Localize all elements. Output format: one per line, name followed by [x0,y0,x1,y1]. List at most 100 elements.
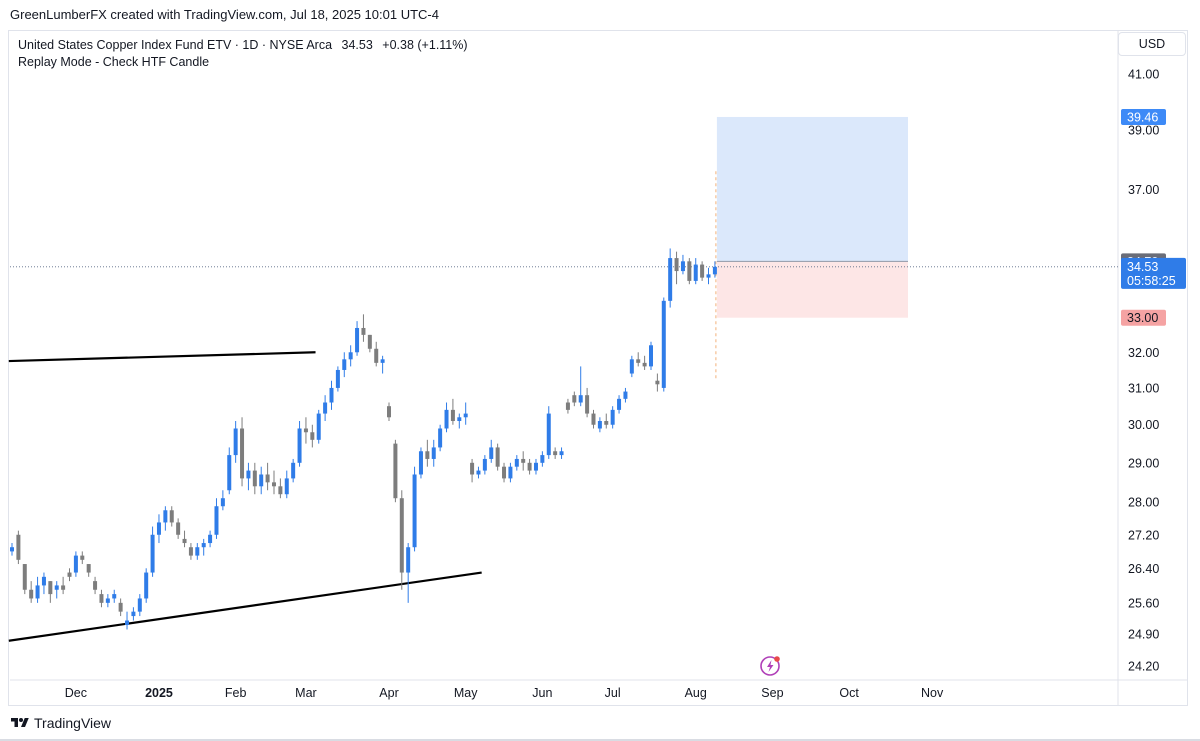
currency-button[interactable]: USD [1118,32,1186,56]
candle-body [208,534,213,544]
resistance-trendline[interactable] [8,351,316,363]
candle-body [348,352,353,360]
candle-body [444,409,449,429]
candle-body [585,395,590,414]
candle-body [450,409,455,422]
price-tick-label: 32.00 [1128,346,1159,360]
time-tick-label: Feb [225,686,247,700]
notification-dot [774,656,780,662]
candle-body [406,547,411,573]
candle-body [22,564,27,590]
candle-body [54,585,59,590]
candle-body [233,428,238,456]
candle-body [559,451,564,456]
candle-body [680,261,685,272]
replay-note: Replay Mode - Check HTF Candle [18,55,210,69]
candle-body [668,258,673,301]
candle-body [335,369,340,388]
candle-body [112,594,117,599]
candle-body [425,451,430,459]
candle-body [533,462,538,471]
candle-body [99,594,104,603]
time-tick-label: Oct [839,686,859,700]
candle-body [540,455,545,463]
candle-body [361,327,366,335]
candle-body [316,413,321,440]
candle-body [16,534,21,560]
price-tick-label: 25.60 [1128,596,1159,610]
candle-body [642,362,647,367]
time-tick-label: Sep [761,686,783,700]
candle-body [93,581,98,590]
time-tick-label: May [454,686,478,700]
candle-body [291,462,296,479]
candle-body [597,421,602,429]
candle-body [617,398,622,410]
candle-body [674,258,679,272]
candle-body [367,334,372,349]
candle-body [182,538,187,544]
price-tick-label: 24.90 [1128,627,1159,641]
price-tick-label: 28.00 [1128,496,1159,510]
target-price-label: 39.46 [1127,110,1158,124]
candle-body [527,462,532,471]
candle-body [502,466,507,479]
candle-body [220,498,225,507]
candle-body [700,264,705,278]
chart-legend: United States Copper Index Fund ETV · 1D… [18,37,468,71]
candle-body [495,447,500,467]
price-tick-label: 29.00 [1128,456,1159,470]
candle-body [399,498,404,573]
candle-body [661,300,666,388]
candle-body [131,611,136,617]
candle-body [514,458,519,467]
price-tick-label: 39.00 [1128,124,1159,138]
candle-body [706,274,711,278]
candle-body [214,506,219,535]
candle-body [482,458,487,471]
candle-body [118,602,123,612]
tradingview-logo-icon [11,718,29,727]
price-tick-label: 27.20 [1128,528,1159,542]
support-trendline[interactable] [8,571,482,642]
candle-body [271,482,276,487]
price-tick-label: 37.00 [1128,183,1159,197]
time-tick-label: Apr [379,686,398,700]
footer-brand: TradingView [10,712,111,734]
candle-body [629,359,634,374]
price-tick-label: 31.00 [1128,381,1159,395]
candle-body [125,620,130,625]
candle-body [10,547,14,552]
candle-body [41,576,46,586]
candle-body [163,510,168,523]
candle-body [278,486,283,495]
stop-zone[interactable] [716,261,908,318]
target-zone[interactable] [716,116,908,262]
price-tick-label: 24.20 [1128,659,1159,673]
candle-body [73,555,78,573]
target-price-badge [1121,108,1166,125]
candle-body [418,451,423,475]
last-price-value: 34.53 [341,38,373,52]
time-tick-label: Aug [685,686,707,700]
candle-body [393,443,398,499]
price-tick-label: 26.40 [1128,562,1159,576]
candle-body [150,534,155,573]
candle-body [144,572,149,599]
candle-body [431,447,436,459]
time-tick-label: 2025 [145,686,173,700]
candle-body [35,585,40,599]
candle-body [355,327,360,353]
symbol-description[interactable]: United States Copper Index Fund ETV · 1D… [18,38,333,52]
candle-body [687,261,692,281]
candle-body [546,413,551,456]
candle-body [259,474,264,487]
candle-body [252,470,257,487]
bottom-divider [0,739,1200,741]
chart-attribution: GreenLumberFX created with TradingView.c… [10,7,439,22]
last-price-badge-value: 34.53 [1127,260,1158,274]
lightning-icon[interactable] [760,656,780,676]
candle-body [86,564,91,573]
lightning-bolt-glyph [767,660,774,672]
